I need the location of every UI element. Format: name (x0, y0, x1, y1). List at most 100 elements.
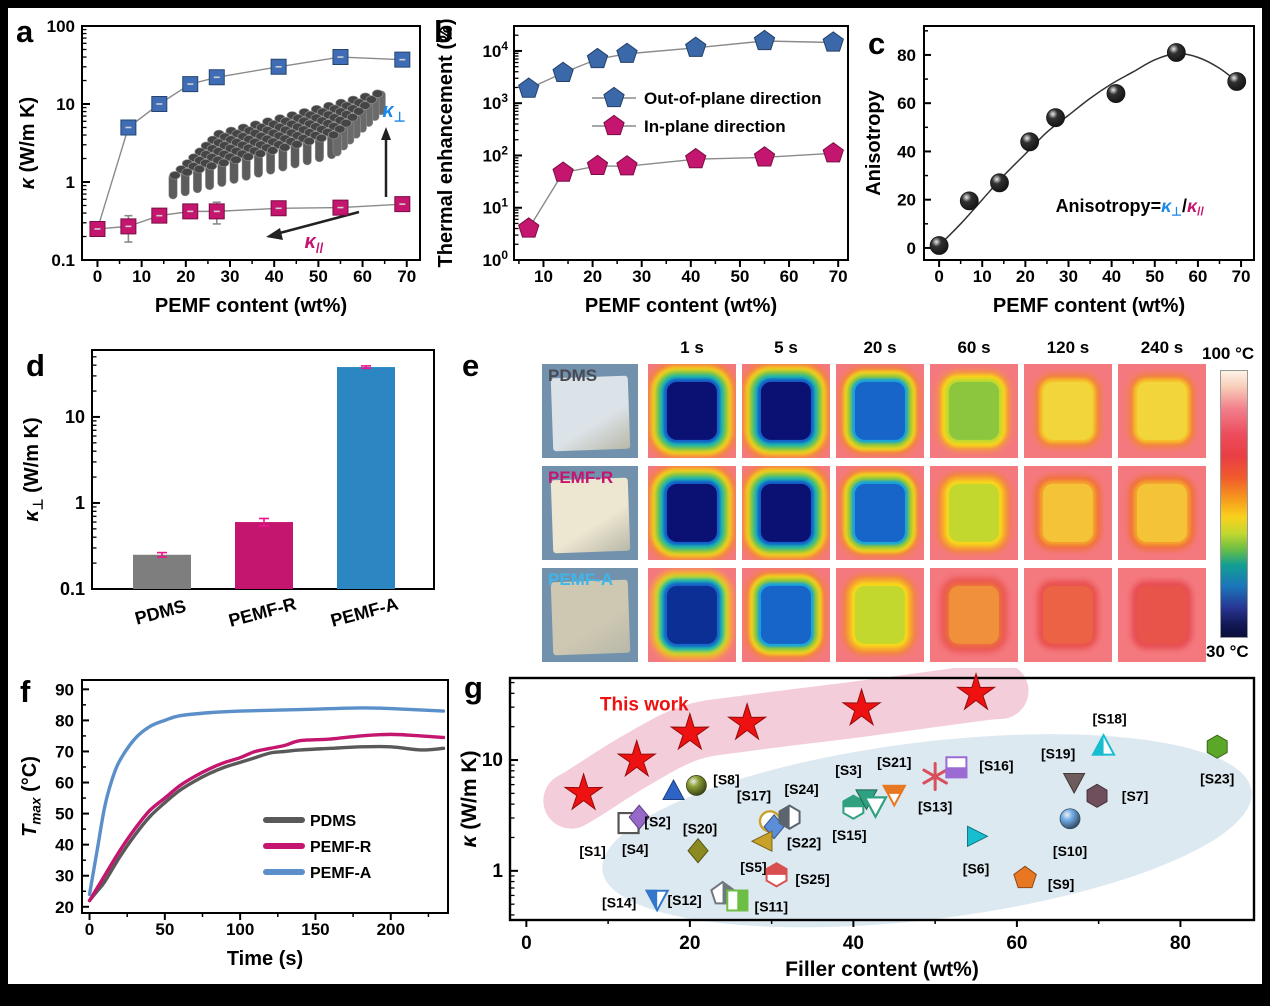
svg-text:[S2]: [S2] (644, 814, 670, 830)
thermal-image (648, 568, 736, 662)
panel-letter-e: e (462, 348, 480, 383)
svg-text:[S3]: [S3] (835, 762, 861, 778)
svg-text:60: 60 (780, 267, 799, 286)
svg-text:30: 30 (55, 867, 74, 886)
thermal-image (930, 466, 1018, 560)
svg-text:70: 70 (397, 267, 416, 286)
svg-text:100: 100 (482, 248, 508, 270)
svg-text:10: 10 (482, 750, 503, 771)
svg-text:[S21]: [S21] (877, 754, 911, 770)
svg-text:40: 40 (265, 267, 284, 286)
thermal-core (666, 585, 718, 645)
svg-text:[S11]: [S11] (755, 898, 788, 914)
panel-letter-f: f (20, 674, 31, 709)
svg-text:Out-of-plane direction: Out-of-plane direction (644, 89, 822, 108)
svg-text:Time (s): Time (s) (227, 948, 303, 970)
panel-c: c 0 10 20 30 40 50 60 70 0 20 40 60 80 PEMF content (… (860, 12, 1262, 330)
svg-text:20: 20 (55, 898, 74, 917)
svg-text:200: 200 (377, 920, 405, 939)
svg-text:κ//: κ// (305, 231, 324, 255)
panel-letter-a: a (16, 14, 34, 49)
svg-text:PEMF-A: PEMF-A (329, 594, 401, 631)
thermal-core (854, 381, 906, 441)
thermal-core (948, 483, 1000, 543)
svg-text:1: 1 (75, 493, 85, 513)
svg-text:[S15]: [S15] (832, 827, 866, 843)
svg-text:PDMS: PDMS (133, 596, 188, 629)
thermal-core (760, 483, 812, 543)
thermal-core (666, 381, 718, 441)
panel-letter-b: b (434, 14, 453, 49)
svg-text:20: 20 (897, 191, 916, 210)
svg-text:Anisotropy: Anisotropy (863, 89, 885, 195)
svg-text:κ⊥: κ⊥ (382, 100, 405, 124)
thermal-image (836, 568, 924, 662)
svg-text:[S18]: [S18] (1092, 711, 1126, 727)
sample-image (550, 579, 630, 656)
thermal-image (930, 568, 1018, 662)
thermal-image (1118, 568, 1206, 662)
svg-text:90: 90 (55, 680, 74, 699)
svg-text:10: 10 (65, 407, 85, 427)
svg-text:[S24]: [S24] (784, 781, 818, 797)
svg-text:[S16]: [S16] (979, 757, 1013, 773)
svg-text:70: 70 (1232, 267, 1251, 286)
svg-text:60: 60 (55, 774, 74, 793)
svg-text:PEMF content (wt%): PEMF content (wt%) (155, 295, 347, 317)
svg-text:1: 1 (66, 173, 75, 192)
svg-text:0: 0 (934, 267, 943, 286)
thermal-image (836, 364, 924, 458)
svg-text:60: 60 (897, 94, 916, 113)
svg-text:[S6]: [S6] (963, 860, 989, 876)
svg-text:PEMF-A: PEMF-A (310, 865, 372, 882)
svg-text:PEMF content (wt%): PEMF content (wt%) (993, 295, 1185, 317)
thermal-image (1118, 364, 1206, 458)
svg-text:104: 104 (482, 39, 508, 61)
svg-text:1: 1 (492, 861, 503, 882)
svg-text:[S19]: [S19] (1041, 746, 1075, 762)
svg-text:60: 60 (353, 267, 372, 286)
svg-text:[S4]: [S4] (622, 841, 648, 857)
panel-f-chart: 0 50 100 150 200 20 30 40 50 60 70 80 90 Time (s) Tmax… (19, 679, 449, 970)
svg-text:0: 0 (521, 933, 532, 954)
svg-text:This work: This work (600, 694, 689, 715)
time-label: 240 s (1140, 338, 1184, 357)
svg-text:Thermal enhancement (%): Thermal enhancement (%) (435, 19, 457, 268)
panel-g: g 0 20 40 60 80 1 10 Filler content (wt%) κ (W/m… (458, 662, 1262, 982)
thermal-image (648, 364, 736, 458)
thermal-core (666, 483, 718, 543)
thermal-core (854, 483, 906, 543)
panel-a: a 0 10 20 30 40 50 60 70 0.1 1 10 100 PEMF content (… (14, 12, 432, 330)
thermal-image (836, 466, 924, 560)
svg-text:[S25]: [S25] (795, 871, 829, 887)
svg-text:Anisotropy=κ⊥/κ//: Anisotropy=κ⊥/κ// (1056, 196, 1205, 219)
thermal-image-grid: 1 s 5 s 20 s 60 s 120 s 240 s PDMS PEMF-R PEMF-A… (458, 334, 1260, 672)
svg-text:κ (W/m K): κ (W/m K) (17, 97, 39, 189)
svg-text:50: 50 (155, 920, 174, 939)
svg-text:70: 70 (829, 267, 848, 286)
sample-image (550, 375, 630, 452)
svg-text:60: 60 (1188, 267, 1207, 286)
svg-text:80: 80 (1170, 933, 1191, 954)
svg-text:[S17]: [S17] (737, 787, 771, 803)
svg-text:[S22]: [S22] (787, 835, 821, 851)
svg-text:PEMF content (wt%): PEMF content (wt%) (585, 295, 777, 317)
thermal-core (1136, 585, 1188, 645)
time-label: 20 s (863, 338, 897, 357)
svg-text:101: 101 (482, 196, 508, 218)
panel-letter-d: d (26, 348, 45, 383)
svg-text:0: 0 (93, 267, 102, 286)
time-label: 120 s (1046, 338, 1090, 357)
svg-text:30: 30 (1059, 267, 1078, 286)
time-label: 60 s (957, 338, 991, 357)
panel-c-chart: 0 10 20 30 40 50 60 70 0 20 40 60 80 PEMF content (wt… (863, 25, 1255, 317)
svg-text:[S9]: [S9] (1048, 876, 1074, 892)
sample-photo-pemf-a: PEMF-A (542, 568, 638, 662)
svg-text:10: 10 (56, 95, 75, 114)
svg-text:20: 20 (1016, 267, 1035, 286)
svg-text:40: 40 (843, 933, 864, 954)
thermal-image (742, 364, 830, 458)
svg-text:40: 40 (681, 267, 700, 286)
svg-text:0.1: 0.1 (51, 251, 75, 270)
